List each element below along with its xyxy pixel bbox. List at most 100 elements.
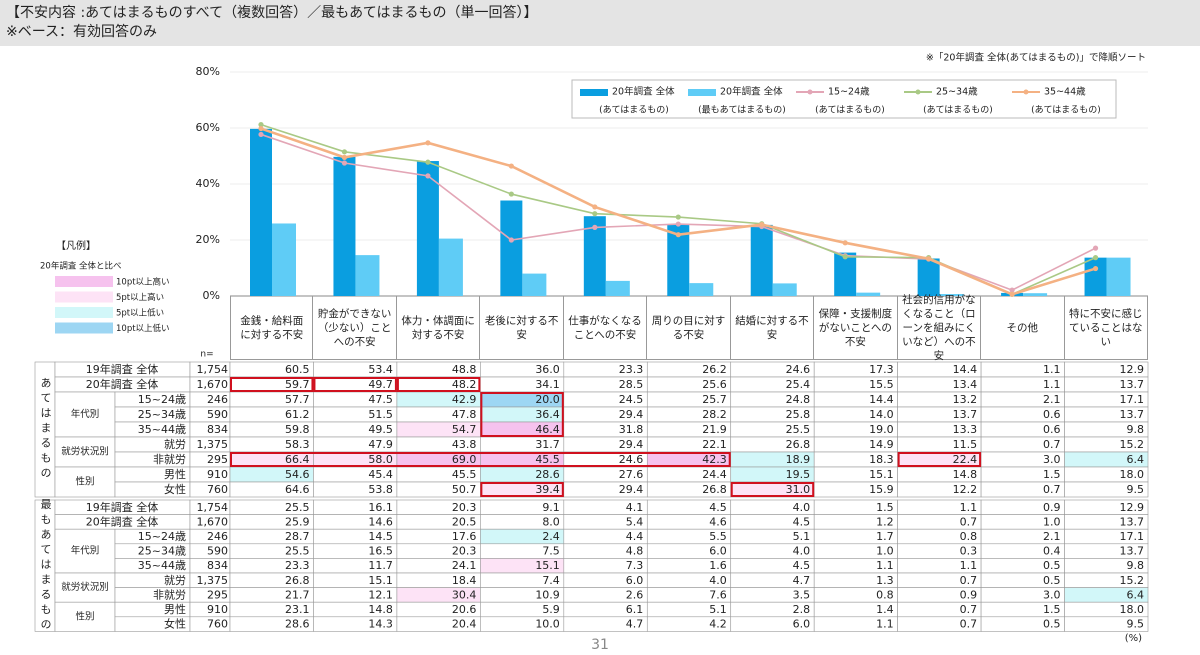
table-value: 13.7 xyxy=(953,408,978,421)
emphasis-box xyxy=(396,377,481,392)
table-value: 4.0 xyxy=(793,545,811,558)
table-value: 0.3 xyxy=(960,545,978,558)
table-value: 29.4 xyxy=(619,408,644,421)
legend-label: 25~34歳 xyxy=(936,86,978,98)
table-value: 4.5 xyxy=(709,501,727,514)
n-value: 1,754 xyxy=(197,501,229,514)
legend-swatch-marker xyxy=(1023,89,1029,95)
table-value: 0.7 xyxy=(1043,483,1061,496)
table-value: 26.8 xyxy=(702,483,727,496)
table-value: 1.6 xyxy=(709,559,727,572)
table-value: 24.6 xyxy=(786,363,811,376)
table-value: 13.3 xyxy=(953,423,978,436)
table-value: 1.5 xyxy=(876,501,894,514)
n-value: 1,670 xyxy=(197,515,229,528)
line-marker xyxy=(675,221,681,227)
table-value: 24.1 xyxy=(452,559,477,572)
table-value: 1.5 xyxy=(1043,468,1061,481)
table-value: 43.8 xyxy=(452,438,477,451)
table-value: 12.2 xyxy=(953,483,978,496)
table-value: 47.8 xyxy=(452,408,477,421)
table-value: 12.1 xyxy=(368,588,393,601)
table-value: 1.1 xyxy=(1043,363,1061,376)
table-value: 4.8 xyxy=(626,545,644,558)
table-value: 1.7 xyxy=(876,530,894,543)
row-label: 20年調査 全体 xyxy=(86,377,159,391)
legend-sublabel: (最もあてはまるもの) xyxy=(698,105,786,116)
line-marker xyxy=(759,222,765,228)
legend-sublabel: (あてはまるもの) xyxy=(599,105,669,116)
table-value: 6.0 xyxy=(709,545,727,558)
n-value: 1,375 xyxy=(197,438,229,451)
table-value: 18.9 xyxy=(786,453,811,466)
table-value: 4.4 xyxy=(626,530,644,543)
legend-label: 20年調査 全体 xyxy=(720,86,783,98)
table-value: 64.6 xyxy=(285,483,310,496)
table-value: 15.1 xyxy=(869,468,894,481)
legend-swatch xyxy=(580,89,608,96)
table-value: 12.9 xyxy=(1120,501,1145,514)
table-value: 53.4 xyxy=(368,363,393,376)
legend-sublabel: (あてはまるもの) xyxy=(815,105,885,116)
table-value: 15.2 xyxy=(1120,574,1145,587)
row-label: 女性 xyxy=(164,482,186,496)
table-value: 31.0 xyxy=(786,483,811,496)
group-label: 最もあてはまるもの xyxy=(39,498,52,633)
table-value: 60.5 xyxy=(285,363,310,376)
group-label: あてはまるもの xyxy=(39,377,52,482)
table-value: 59.8 xyxy=(285,423,310,436)
category-header: 金銭・給料面に対する不安 xyxy=(230,296,314,360)
table-value: 25.6 xyxy=(702,378,727,391)
table-value: 18.0 xyxy=(1120,468,1145,481)
table-value: 50.7 xyxy=(452,483,477,496)
table-value: 57.7 xyxy=(285,393,310,406)
n-value: 910 xyxy=(207,468,228,481)
line-marker xyxy=(1009,291,1015,297)
table-value: 6.4 xyxy=(1127,588,1145,601)
highlight-legend-title: 【凡例】 xyxy=(56,239,96,252)
table-value: 9.5 xyxy=(1127,618,1145,631)
line-marker xyxy=(341,154,348,160)
bar xyxy=(500,200,523,296)
table-value: 4.7 xyxy=(626,618,644,631)
subgroup-cell xyxy=(54,391,116,438)
legend-label: 20年調査 全体 xyxy=(612,86,675,98)
category-header: 結婚に対する不安 xyxy=(730,296,815,360)
bar xyxy=(772,283,797,296)
line-marker xyxy=(1009,287,1015,293)
category-header: 特に不安に感じていることはない xyxy=(1064,296,1148,360)
table-value: 13.4 xyxy=(953,378,978,391)
row-label: 25~34歳 xyxy=(138,545,186,558)
table-value: 21.9 xyxy=(702,423,727,436)
n-value: 760 xyxy=(207,483,228,496)
table-value: 24.4 xyxy=(702,468,727,481)
bar xyxy=(1084,257,1107,296)
y-tick-label: 60% xyxy=(196,121,220,134)
table-value: 0.7 xyxy=(960,618,978,631)
table-value: 0.9 xyxy=(1043,501,1061,514)
highlight-label: 5pt以上低い xyxy=(116,308,164,319)
table-value: 5.1 xyxy=(793,530,811,543)
y-tick-label: 40% xyxy=(196,177,220,190)
sort-note: ※「20年調査 全体(あてはまるもの)」で降順ソート xyxy=(926,52,1146,64)
table-value: 9.8 xyxy=(1127,559,1145,572)
table-value: 15.9 xyxy=(869,483,894,496)
header-subtitle: ※ベース：有効回答のみ xyxy=(6,23,157,40)
table-value: 1.5 xyxy=(1043,603,1061,616)
table-value: 14.8 xyxy=(368,603,393,616)
table-value: 4.5 xyxy=(793,515,811,528)
table-value: 15.2 xyxy=(1120,438,1145,451)
table-value: 15.5 xyxy=(869,378,894,391)
n-label: n= xyxy=(200,350,213,360)
table-value: 54.7 xyxy=(452,423,477,436)
table-value: 29.4 xyxy=(619,483,644,496)
table-value: 2.1 xyxy=(1043,393,1061,406)
legend-sublabel: (あてはまるもの) xyxy=(923,105,993,116)
table-value: 1.1 xyxy=(1043,378,1061,391)
highlight-label: 10pt以上低い xyxy=(116,323,170,334)
emphasis-box xyxy=(897,452,982,467)
table-value: 24.5 xyxy=(619,393,644,406)
row-label: 20年調査 全体 xyxy=(86,514,159,528)
table-value: 14.6 xyxy=(368,515,393,528)
